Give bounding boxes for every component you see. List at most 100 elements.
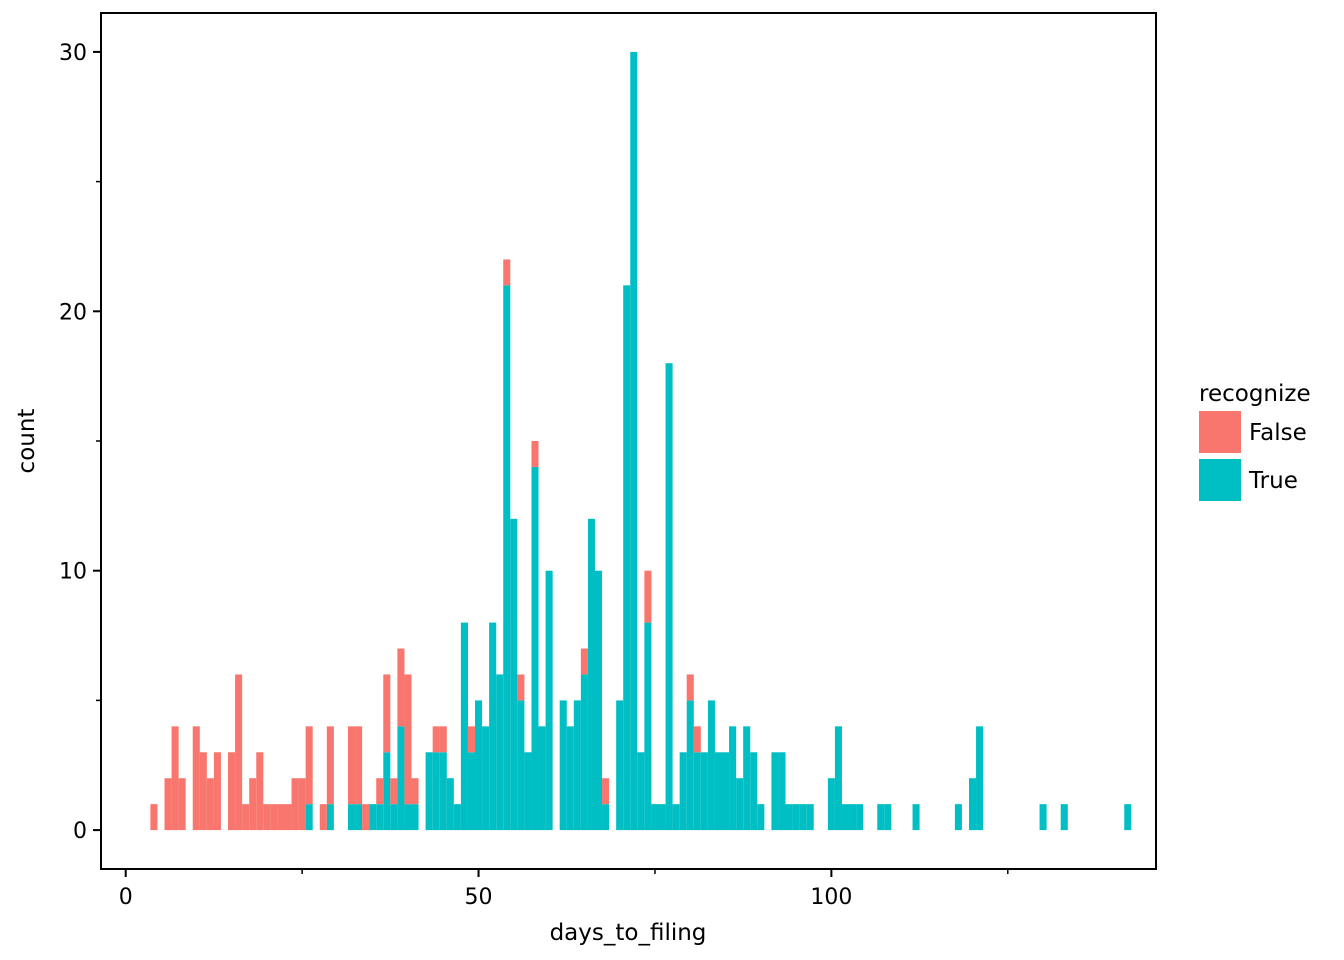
bar-true [630, 51, 638, 831]
bar-true [651, 804, 659, 831]
bar-true [411, 804, 419, 831]
bar-false [249, 778, 257, 831]
bar-false [517, 674, 525, 701]
bar-true [968, 778, 977, 831]
bar-true [305, 804, 313, 831]
bar-true [707, 700, 715, 831]
bar-true [446, 778, 454, 831]
bar-false [270, 804, 278, 831]
bar-true [884, 804, 892, 831]
bar-true [616, 700, 624, 831]
bar-false [467, 726, 476, 753]
bar-true [792, 804, 800, 831]
bar-false [298, 778, 306, 831]
bar-true [524, 752, 532, 831]
bar-true [623, 285, 631, 831]
bar-true [757, 804, 765, 831]
bar-true [856, 804, 864, 831]
bar-true [376, 804, 384, 831]
bar-true [559, 700, 567, 831]
bar-true [503, 285, 511, 831]
bar-false [284, 804, 292, 831]
bar-false [326, 726, 334, 805]
bar-true [517, 700, 525, 831]
bar-true [841, 804, 850, 831]
bar-false [397, 648, 405, 727]
y-axis: 0 10 20 30 [59, 41, 101, 844]
bar-true [594, 570, 603, 831]
bar-true [849, 804, 857, 831]
bar-false [602, 778, 610, 805]
bar-true [700, 752, 708, 831]
bar-true [637, 752, 645, 831]
y-tick-label: 0 [73, 819, 87, 844]
bar-false [228, 752, 236, 831]
bar-true [785, 804, 793, 831]
bar-false [319, 804, 327, 831]
bar-true [580, 674, 588, 831]
bar-false [376, 778, 384, 805]
bar-true [439, 752, 447, 831]
x-axis: 0 50 100 [119, 869, 1009, 910]
legend-title: recognize [1199, 381, 1311, 407]
bar-false [178, 778, 186, 831]
bar-true [545, 570, 553, 831]
bar-true [496, 674, 504, 831]
bar-false [263, 804, 271, 831]
bar-true [538, 726, 546, 831]
bar-true [453, 804, 461, 831]
bars-layer [150, 51, 1132, 831]
bar-false [693, 726, 701, 753]
bar-true [827, 778, 835, 831]
bar-true [531, 466, 539, 831]
y-tick-label: 10 [59, 560, 87, 585]
bar-true [743, 726, 751, 831]
bar-true [736, 778, 744, 831]
bar-true [425, 752, 433, 831]
y-tick-label: 20 [59, 300, 87, 325]
bar-true [722, 752, 730, 831]
bar-true [750, 752, 758, 831]
bar-false [277, 804, 285, 831]
bar-false [213, 752, 221, 831]
bar-true [390, 804, 398, 831]
bar-true [771, 752, 779, 831]
legend-label-false: False [1249, 420, 1307, 446]
bar-false [383, 674, 391, 753]
bar-false [411, 778, 419, 805]
bar-true [482, 726, 490, 831]
bar-false [171, 726, 179, 831]
bar-true [912, 804, 920, 831]
bar-true [602, 804, 610, 831]
bar-true [460, 622, 468, 831]
bar-true [467, 752, 476, 831]
bar-true [778, 752, 786, 831]
bar-false [305, 726, 313, 805]
bar-true [806, 804, 814, 831]
bar-true [369, 804, 377, 831]
bar-true [397, 726, 405, 831]
bar-true [383, 752, 391, 831]
bar-true [693, 752, 701, 831]
legend-swatch-false [1199, 411, 1241, 453]
bar-true [587, 518, 595, 831]
bar-true [1124, 804, 1132, 831]
bar-true [326, 804, 334, 831]
bar-true [679, 752, 687, 831]
bar-true [658, 804, 666, 831]
bar-true [644, 622, 652, 831]
bar-true [355, 804, 363, 831]
bar-true [404, 804, 412, 831]
bar-false [390, 778, 398, 805]
bar-true [834, 726, 842, 831]
bar-false [150, 804, 158, 831]
bar-false [686, 674, 694, 701]
y-tick-label: 30 [59, 41, 87, 66]
bar-false [199, 752, 207, 831]
bar-false [355, 726, 363, 805]
bar-false [242, 804, 250, 831]
bar-true [954, 804, 962, 831]
bar-true [1039, 804, 1047, 831]
bar-false [362, 804, 370, 831]
